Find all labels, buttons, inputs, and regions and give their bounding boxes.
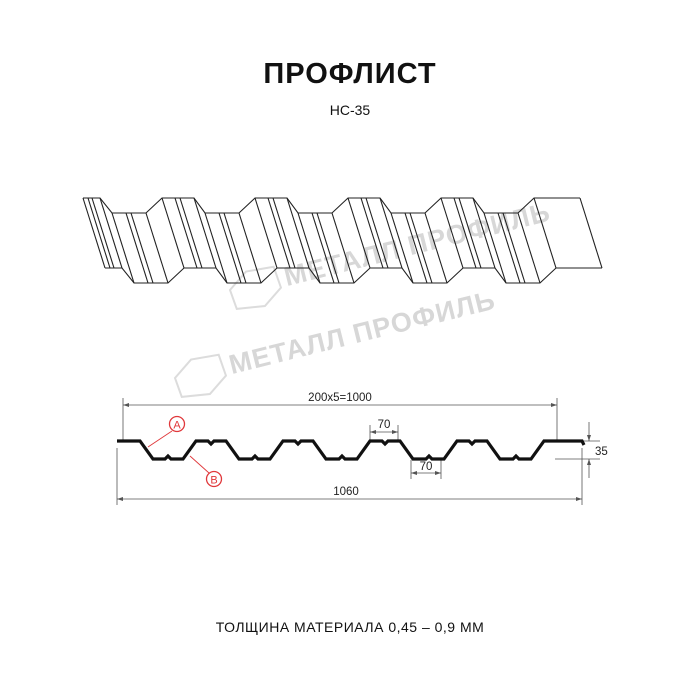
- sheet-rib-line: [365, 197, 389, 269]
- sheet-rib-line: [125, 212, 149, 284]
- sheet-rib-line: [497, 212, 521, 284]
- sheet-fold-line: [517, 212, 541, 284]
- sheet-fold-line: [99, 197, 123, 269]
- sheet-fold-line: [424, 212, 448, 284]
- sheet-rib-line: [218, 212, 242, 284]
- sheet-fold-line: [533, 197, 557, 269]
- sheet-rib-line: [316, 212, 340, 284]
- dimension-arrows: [117, 403, 591, 501]
- sheet-fold-line: [161, 197, 185, 269]
- sheet-rib-line: [458, 197, 482, 269]
- sheet-fold-line: [204, 212, 228, 284]
- sheet-rib-line: [360, 197, 384, 269]
- marker-b: B: [189, 455, 223, 488]
- sheet-rib-line: [267, 197, 291, 269]
- sheet-fold-line: [390, 212, 414, 284]
- sheet-rib-line: [174, 197, 198, 269]
- height-dimension: 35: [595, 446, 608, 458]
- sheet-lower-edge: [105, 267, 602, 284]
- sheet-fold-line: [193, 197, 217, 269]
- sheet-fold-line: [331, 212, 355, 284]
- dimension-lines: [116, 398, 600, 505]
- page-title: ПРОФЛИСТ: [263, 58, 437, 90]
- pitch-dimension: 200x5=1000: [308, 392, 372, 404]
- sheet-rib-line: [91, 197, 115, 269]
- sheet-rib-line: [404, 212, 428, 284]
- sheet-fold-line: [297, 212, 321, 284]
- sheet-upper-edge: [83, 197, 580, 214]
- sheet-fold-line: [82, 197, 106, 269]
- profile-cross-section: [117, 439, 586, 461]
- watermark-logo-2: МЕТАЛЛ ПРОФИЛЬ: [173, 285, 499, 398]
- top-flange-dimension: 70: [378, 419, 391, 431]
- sheet-fold-line: [379, 197, 403, 269]
- sheet-rib-line: [272, 197, 296, 269]
- sheet-fold-line: [145, 212, 169, 284]
- sheet-rib-line: [453, 197, 477, 269]
- sheet-rib-line: [130, 212, 154, 284]
- watermark-text-2: МЕТАЛЛ ПРОФИЛЬ: [226, 285, 499, 380]
- sheet-rib-line: [223, 212, 247, 284]
- marker-a: A: [147, 415, 186, 448]
- material-thickness: ТОЛЩИНА МАТЕРИАЛА 0,45 – 0,9 ММ: [215, 619, 485, 635]
- sheet-fold-line: [111, 212, 135, 284]
- bottom-flange-dimension: 70: [420, 461, 433, 473]
- total-width-dimension: 1060: [333, 486, 359, 498]
- marker-a-label: A: [173, 420, 181, 432]
- sheet-3d-view: [82, 197, 603, 284]
- sheet-fold-line: [579, 197, 603, 269]
- sheet-rib-line: [311, 212, 335, 284]
- sheet-fold-line: [286, 197, 310, 269]
- sheet-fold-line: [347, 197, 371, 269]
- sheet-fold-line: [238, 212, 262, 284]
- model-label: НС-35: [329, 102, 371, 118]
- sheet-rib-line: [179, 197, 203, 269]
- sheet-rib-line: [409, 212, 433, 284]
- sheet-rib-line: [502, 212, 526, 284]
- sheet-fold-line: [254, 197, 278, 269]
- sheet-fold-line: [483, 212, 507, 284]
- sheet-fold-line: [472, 197, 496, 269]
- sheet-fold-line: [440, 197, 464, 269]
- marker-b-label: B: [210, 475, 217, 487]
- sheet-rib-line: [87, 197, 111, 269]
